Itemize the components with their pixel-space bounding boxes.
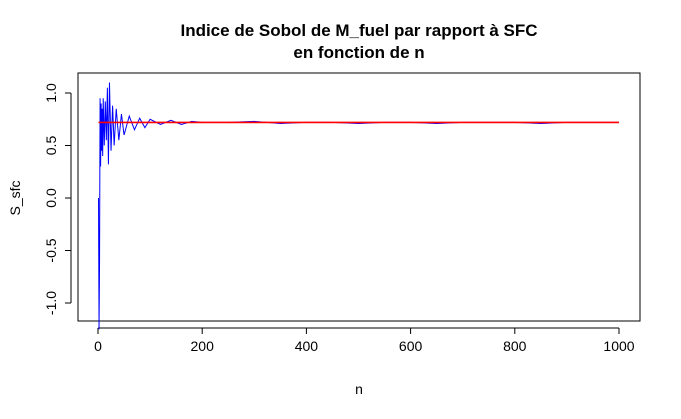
x-tick-label: 800 xyxy=(503,338,527,354)
x-axis-label: n xyxy=(355,381,363,397)
x-tick-label: 200 xyxy=(191,338,215,354)
sobol-estimate-line xyxy=(98,82,619,330)
series-layer xyxy=(98,82,619,330)
y-tick-label: 1.0 xyxy=(43,83,59,103)
chart-title-line-1: Indice de Sobol de M_fuel par rapport à … xyxy=(180,21,537,40)
y-axis: -1.0 -0.5 0.0 0.5 1.0 xyxy=(43,83,72,315)
x-tick-label: 600 xyxy=(399,338,423,354)
y-tick-label: -1.0 xyxy=(43,291,59,315)
x-axis: 0 200 400 600 800 1000 xyxy=(94,327,635,354)
y-tick-label: 0.0 xyxy=(43,188,59,208)
x-tick-label: 400 xyxy=(295,338,319,354)
chart-title-line-2: en fonction de n xyxy=(293,43,424,62)
y-tick-label: 0.5 xyxy=(43,136,59,156)
plot-frame xyxy=(77,72,641,322)
y-axis-label: S_sfc xyxy=(7,180,23,215)
x-tick-label: 1000 xyxy=(603,338,634,354)
x-tick-label: 0 xyxy=(94,338,102,354)
y-tick-label: -0.5 xyxy=(43,238,59,262)
